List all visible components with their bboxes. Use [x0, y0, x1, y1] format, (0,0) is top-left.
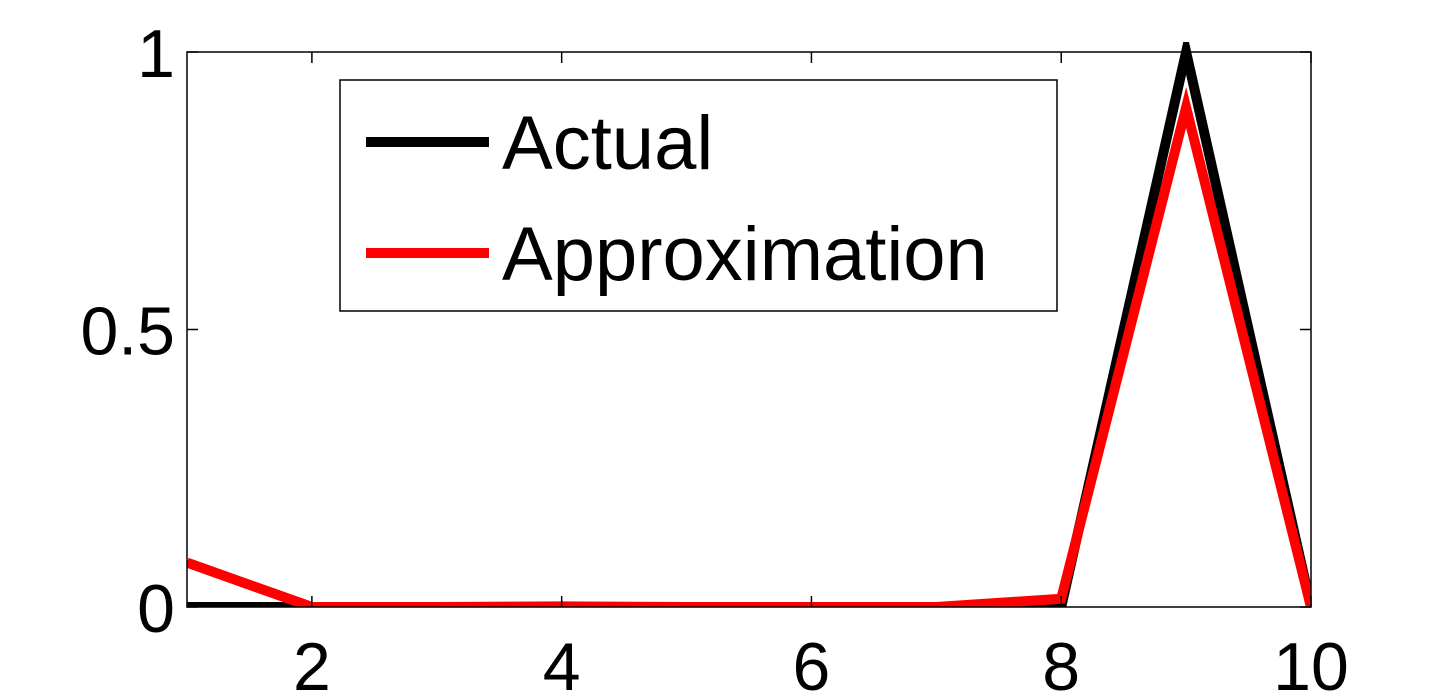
x-tick-label: 10 [1273, 629, 1349, 697]
y-tick-label: 0.5 [80, 294, 175, 370]
y-axis-tick-labels: 00.51 [80, 16, 175, 647]
series-line-actual [187, 42, 1311, 607]
legend-box [339, 79, 1058, 312]
x-tick-label: 6 [793, 629, 831, 697]
axis-ticks [187, 51, 1312, 608]
legend-label-approximation: Approximation [502, 212, 988, 297]
x-tick-label: 2 [293, 629, 331, 697]
x-tick-label: 8 [1042, 629, 1080, 697]
x-axis-tick-labels: 2 4 6 8 10 [293, 629, 1349, 697]
y-tick-label: 1 [137, 16, 175, 92]
y-tick-label: 0 [137, 571, 175, 647]
legend-label-actual: Actual [502, 101, 713, 186]
series-layer [187, 42, 1311, 607]
series-line-approximation [187, 87, 1311, 607]
legend: Actual Approximation [339, 79, 1058, 312]
x-tick-label: 4 [543, 629, 581, 697]
